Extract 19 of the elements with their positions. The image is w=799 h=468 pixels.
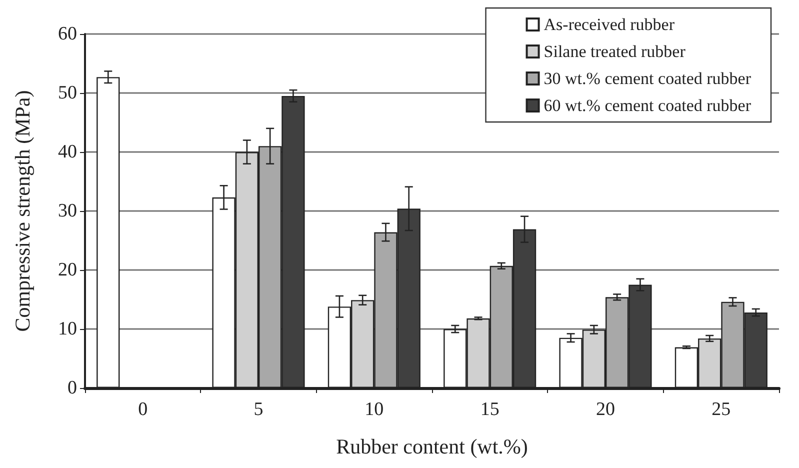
x-tick-label: 10 (364, 399, 384, 420)
y-tick-label: 60 (58, 24, 77, 44)
y-tick-label: 10 (58, 318, 77, 340)
y-tick-label: 40 (58, 142, 77, 162)
x-tick-label: 20 (596, 399, 615, 420)
legend-label: 60 wt.% cement coated rubber (544, 96, 752, 115)
x-tick-label: 5 (254, 399, 264, 420)
x-tick-label: 25 (712, 399, 731, 420)
y-tick-label: 0 (68, 378, 77, 398)
y-tick-label: 20 (58, 260, 77, 280)
x-tick-label: 15 (480, 399, 500, 420)
legend-label: As-received rubber (544, 15, 675, 34)
x-tick-label: 0 (138, 399, 148, 420)
legend-label: 30 wt.% cement coated rubber (544, 69, 752, 88)
y-axis-title: Compressive strength (MPa) (10, 90, 34, 332)
y-tick-label: 50 (58, 82, 77, 104)
y-tick-label: 30 (58, 200, 77, 222)
legend-label: Silane treated rubber (544, 42, 686, 61)
x-axis-title: Rubber content (wt.%) (336, 434, 528, 458)
